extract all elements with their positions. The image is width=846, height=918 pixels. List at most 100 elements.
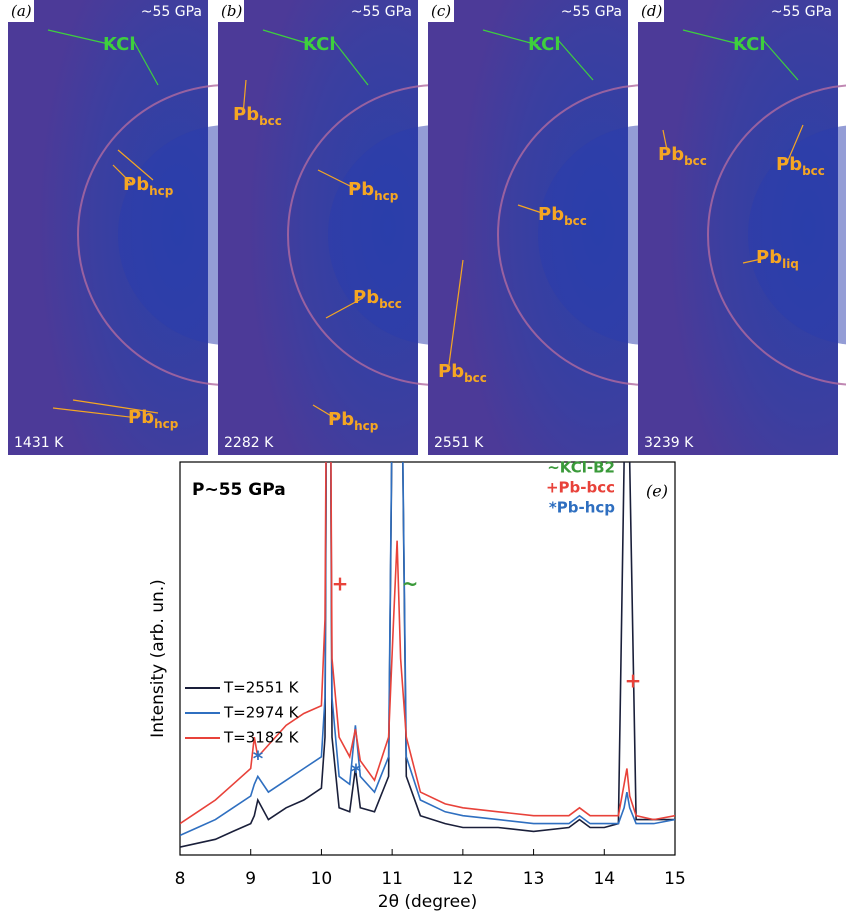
annotation-sub: hcp (354, 419, 379, 433)
legend-label: T=2974 K (223, 704, 300, 722)
annotation-text: Pb (658, 144, 684, 165)
pressure: ~55 GPa (561, 4, 622, 20)
pressure: ~55 GPa (771, 4, 832, 20)
annotation-sub: hcp (149, 184, 174, 198)
temperature: 2282 K (224, 435, 274, 451)
annotation-sub: bcc (564, 214, 587, 228)
x-tick-label: 8 (175, 869, 186, 889)
x-tick-label: 13 (523, 869, 545, 889)
annotation: Pbbcc (233, 104, 282, 128)
annotation-text: KCl (103, 34, 136, 55)
annotation-arrow (132, 39, 159, 86)
annotation: Pbbcc (353, 287, 402, 311)
temperature: 3239 K (644, 435, 694, 451)
annotation-sub: bcc (259, 114, 282, 128)
series-line (180, 462, 675, 825)
y-axis-label: Intensity (arb. un.) (148, 579, 168, 738)
annotation-text: Pb (538, 204, 564, 225)
label-box (8, 0, 34, 22)
chart-title: P~55 GPa (192, 480, 286, 500)
legend-label: T=3182 K (223, 729, 300, 747)
annotation-text: Pb (128, 407, 154, 428)
annotation-text: Pb (348, 179, 374, 200)
annotation-arrow (447, 259, 464, 373)
x-tick-label: 12 (452, 869, 474, 889)
annotation: KCl (733, 34, 766, 55)
annotation-text: Pb (438, 361, 464, 382)
temperature: 2551 K (434, 435, 484, 451)
temperature: 1431 K (14, 435, 64, 451)
annotation-text: KCl (303, 34, 336, 55)
series-line (180, 462, 675, 848)
annotation-sub: bcc (379, 297, 402, 311)
annotation-sub: hcp (154, 417, 179, 431)
annotation-arrow (482, 29, 539, 46)
annotation-text: Pb (123, 174, 149, 195)
annotation: Pbbcc (776, 154, 825, 178)
annotation-arrow (517, 204, 549, 216)
plot-frame (179, 461, 676, 856)
annotation: Pbbcc (538, 204, 587, 228)
annotation-text: KCl (733, 34, 766, 55)
annotation: Pbhcp (348, 179, 399, 203)
annotation-text: Pb (776, 154, 802, 175)
x-tick-label: 9 (245, 869, 256, 889)
annotation-arrow (262, 29, 314, 46)
diffraction-ring (748, 125, 846, 345)
annotation-arrow (662, 129, 669, 156)
panel-label: (d) (641, 2, 662, 20)
annotation-arrow (557, 39, 594, 81)
phase-legend: +Pb-bcc (546, 479, 615, 497)
panel-label: (c) (431, 2, 451, 20)
annotation-sub: hcp (374, 189, 399, 203)
annotation: KCl (303, 34, 336, 55)
annotation-arrow (72, 399, 159, 414)
annotation-arrow (117, 149, 154, 181)
annotation-text: KCl (528, 34, 561, 55)
annotation-arrow (47, 29, 114, 46)
label-box (218, 0, 244, 22)
label-box (638, 0, 664, 22)
label-box (428, 0, 454, 22)
panel-label: (a) (11, 2, 32, 20)
annotation: Pbliq (756, 247, 799, 271)
peak-mark: * (253, 747, 264, 771)
annotation-arrow (682, 29, 744, 46)
annotation-sub: bcc (684, 154, 707, 168)
series-line (180, 462, 675, 837)
annotation-text: Pb (328, 409, 354, 430)
annotation-text: Pb (353, 287, 379, 308)
legend-label: T=2551 K (223, 679, 300, 697)
annotation: KCl (103, 34, 136, 55)
peak-mark: * (351, 760, 362, 784)
peak-mark: ~ (402, 572, 419, 596)
pressure: ~55 GPa (141, 4, 202, 20)
annotation-text: Pb (756, 247, 782, 268)
peak-mark: + (625, 669, 642, 693)
x-tick-label: 14 (593, 869, 615, 889)
peak-mark: + (332, 572, 349, 596)
annotation-arrow (762, 39, 799, 81)
panel-label: (b) (221, 2, 242, 20)
x-tick-label: 10 (311, 869, 333, 889)
annotation-arrow (325, 297, 364, 319)
diffraction-ring (707, 84, 846, 386)
annotation-text: Pb (233, 104, 259, 125)
annotation: Pbhcp (328, 409, 379, 433)
annotation: Pbbcc (658, 144, 707, 168)
x-tick-label: 15 (664, 869, 686, 889)
annotation: Pbhcp (123, 174, 174, 198)
annotation: Pbhcp (128, 407, 179, 431)
annotation-arrow (242, 79, 247, 116)
annotation-arrow (785, 124, 804, 166)
annotation-sub: bcc (464, 371, 487, 385)
x-tick-label: 11 (381, 869, 403, 889)
x-axis-label: 2θ (degree) (378, 892, 477, 912)
annotation-sub: liq (782, 257, 799, 271)
annotation-arrow (742, 257, 767, 264)
annotation-arrow (112, 164, 134, 186)
annotation-arrow (332, 39, 369, 86)
phase-legend: ~KCl-B2 (547, 459, 615, 477)
